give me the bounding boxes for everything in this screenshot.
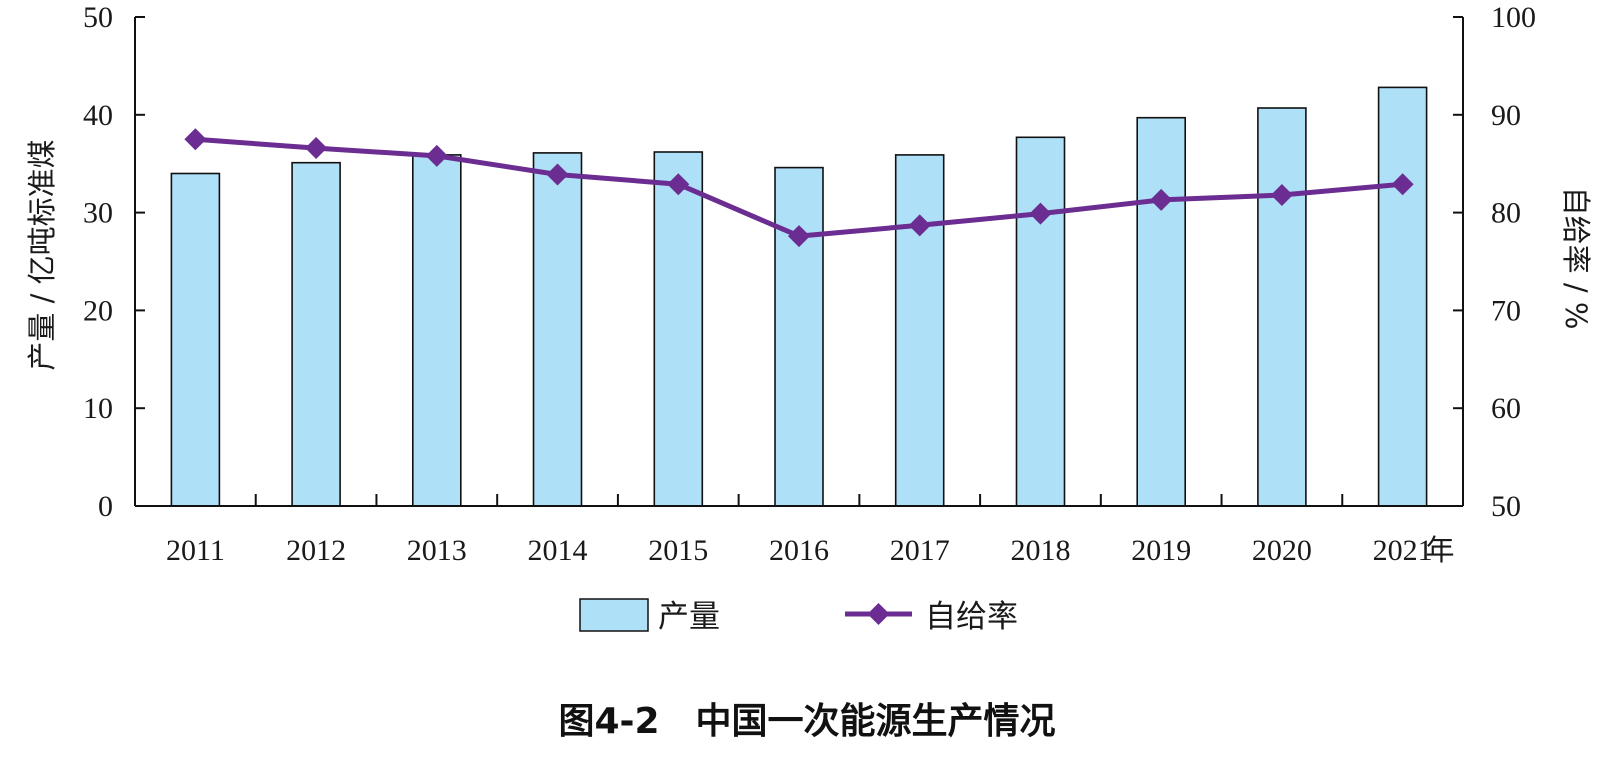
line-marker-2016 [788, 225, 810, 248]
line-marker-2017 [908, 214, 931, 237]
y-tick-label: 40 [83, 99, 113, 132]
y2-tick-label: 80 [1491, 197, 1521, 230]
x-tick-label: 2019 [1131, 534, 1191, 567]
line-marker-2020 [1270, 183, 1293, 206]
y2-tick-label: 90 [1491, 99, 1521, 132]
bar-2016 [774, 166, 824, 507]
y-tick-label: 0 [98, 490, 113, 523]
line-marker-2014 [546, 163, 569, 186]
line-series-group [184, 128, 1414, 248]
line-marker-2013 [425, 144, 448, 167]
bar-2012 [291, 161, 341, 507]
y-tick-label: 10 [83, 392, 113, 425]
x-tick-label: 2013 [407, 534, 467, 567]
y-tick-label: 50 [83, 1, 113, 34]
bar-2017 [894, 154, 945, 507]
bar-2020 [1257, 107, 1307, 507]
axes-group: 0 10 20 30 40 50 50 60 70 80 90 100 2011 2012 2013 2014… [83, 1, 1536, 567]
bar-2011 [170, 172, 221, 507]
line-marker-2018 [1029, 202, 1052, 225]
x-tick-label: 2021 [1373, 534, 1433, 567]
bar-2018 [1015, 136, 1066, 507]
line-marker-2015 [667, 173, 690, 196]
x-tick-label: 2015 [648, 534, 708, 567]
line-marker-2011 [184, 128, 207, 151]
legend: 产量 自给率 [579, 598, 1018, 635]
line-marker-2021 [1391, 173, 1414, 196]
bar-2013 [411, 154, 462, 507]
bar-2014 [532, 152, 583, 507]
y-axis-title: 产量 / 亿吨标准煤 [25, 139, 59, 370]
x-tick-label: 2017 [890, 534, 950, 567]
bar-2019 [1136, 116, 1186, 507]
x-tick-label: 2014 [528, 534, 588, 567]
bar-2021 [1377, 86, 1428, 507]
y-tick-label: 20 [83, 294, 113, 327]
line-marker-2019 [1150, 188, 1173, 211]
legend-line-label: 自给率 [925, 599, 1018, 635]
y2-tick-label: 60 [1491, 392, 1521, 425]
figure-caption: 图4-2 中国一次能源生产情况 [558, 701, 1055, 742]
y-tick-label: 30 [83, 197, 113, 230]
y2-tick-label: 70 [1491, 294, 1521, 327]
x-axis-unit: 年 [1425, 533, 1454, 567]
x-tick-label: 2020 [1252, 534, 1312, 567]
line-marker-2012 [305, 137, 328, 160]
bars-group [170, 86, 1428, 507]
x-tick-label: 2012 [286, 534, 346, 567]
x-tick-label: 2011 [166, 534, 225, 567]
y2-axis-title: 自给率 / % [1559, 187, 1593, 330]
x-tick-label: 2018 [1011, 534, 1071, 567]
legend-bar-label: 产量 [658, 599, 720, 635]
legend-bar-swatch [579, 598, 649, 632]
bar-2015 [653, 151, 704, 507]
y2-tick-label: 100 [1491, 1, 1536, 34]
x-tick-label: 2016 [769, 534, 829, 567]
y2-tick-label: 50 [1491, 490, 1521, 523]
legend-line-marker [867, 603, 890, 625]
